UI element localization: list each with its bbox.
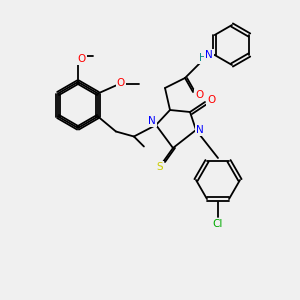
Text: Cl: Cl	[213, 219, 223, 229]
Text: O: O	[207, 95, 215, 105]
Text: N: N	[148, 116, 156, 126]
Text: N: N	[196, 125, 204, 135]
Text: S: S	[157, 162, 163, 172]
Text: O: O	[117, 79, 125, 88]
Text: O: O	[195, 90, 203, 100]
Text: O: O	[78, 54, 86, 64]
Text: H: H	[199, 53, 207, 63]
Text: N: N	[205, 50, 213, 60]
